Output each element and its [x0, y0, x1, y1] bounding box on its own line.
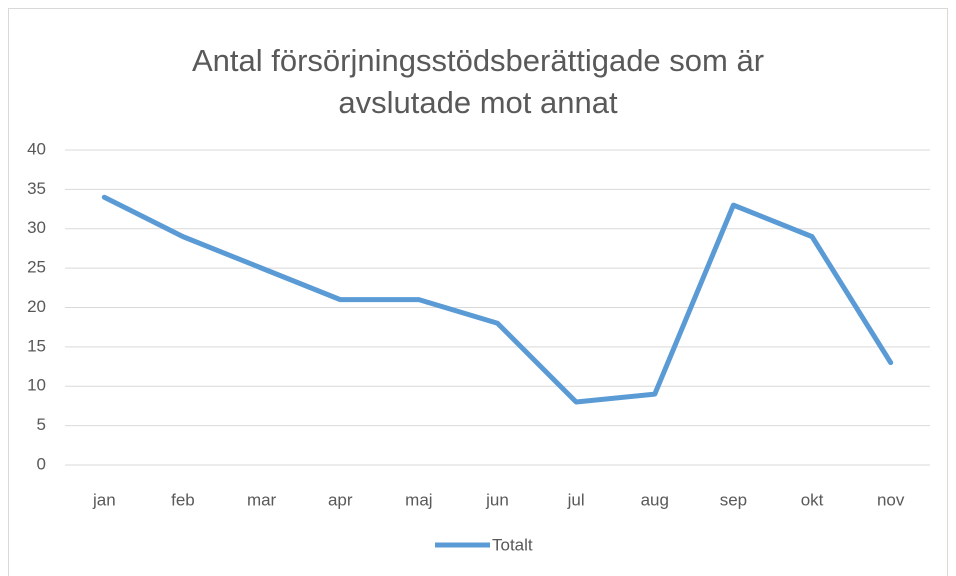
x-tick-label: sep	[720, 490, 747, 509]
data-line	[101, 194, 894, 405]
x-tick-label: okt	[801, 490, 824, 509]
x-tick-label: jan	[92, 490, 116, 509]
chart-border	[8, 8, 948, 576]
y-tick-label: 5	[37, 415, 46, 434]
x-tick-label: apr	[328, 490, 353, 509]
y-tick-label: 30	[27, 218, 46, 237]
x-tick-label: jul	[567, 490, 585, 509]
x-tick-label: mar	[247, 490, 277, 509]
x-tick-label: maj	[405, 490, 432, 509]
x-tick-label: aug	[641, 490, 669, 509]
y-tick-label: 20	[27, 297, 46, 316]
y-tick-label: 40	[27, 139, 46, 158]
legend-label: Totalt	[492, 535, 533, 554]
x-tick-label: nov	[877, 490, 905, 509]
x-tick-label: feb	[171, 490, 195, 509]
y-tick-label: 10	[27, 376, 46, 395]
y-tick-label: 35	[27, 179, 46, 198]
x-tick-label: jun	[485, 490, 509, 509]
y-tick-label: 25	[27, 258, 46, 277]
chart-title: Antal försörjningsstödsberättigade som ä…	[191, 43, 765, 120]
y-tick-label: 0	[37, 454, 46, 473]
y-tick-label: 15	[27, 336, 46, 355]
